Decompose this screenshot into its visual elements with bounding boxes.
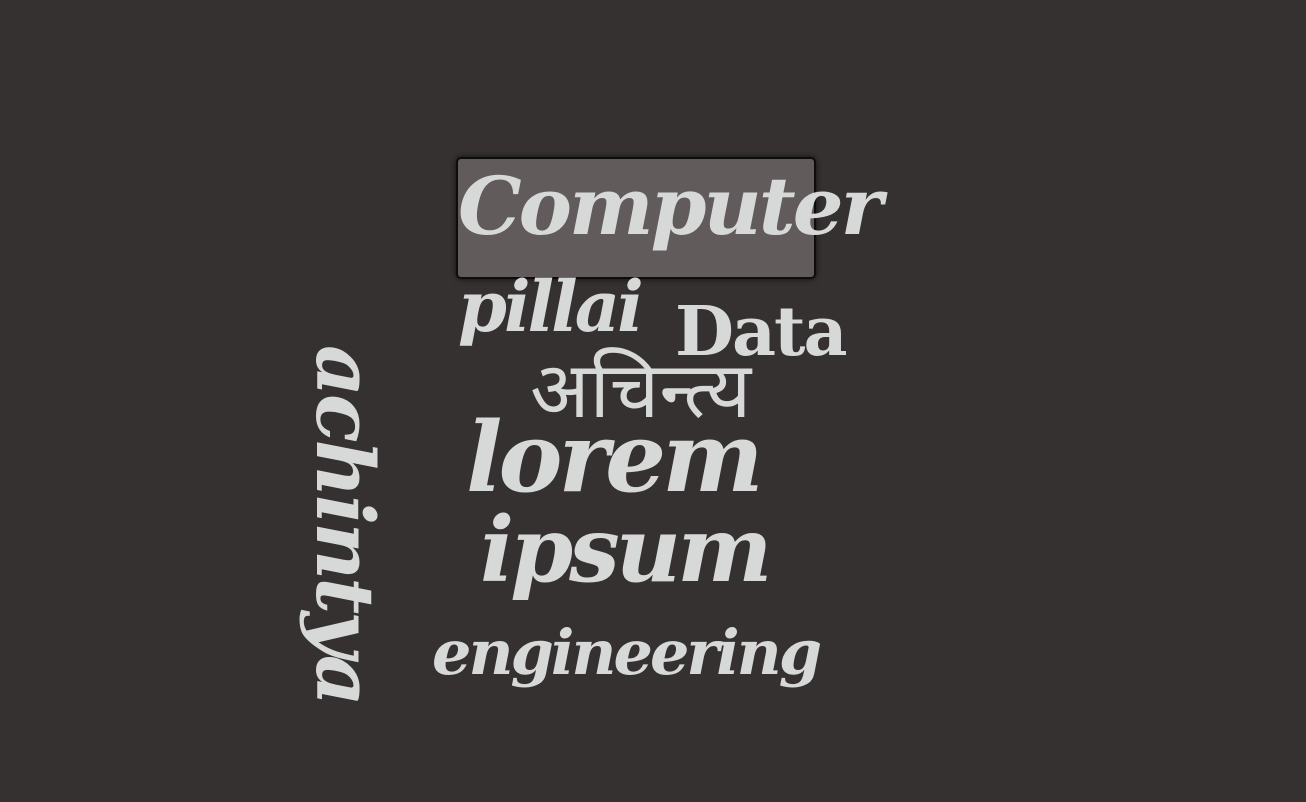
word-lorem[interactable]: lorem bbox=[466, 401, 764, 514]
word-pillai[interactable]: pillai bbox=[458, 265, 644, 348]
hover-highlight bbox=[456, 157, 816, 279]
word-data[interactable]: Data bbox=[675, 292, 847, 372]
word-achintya-devanagari[interactable]: अचिन्त्य bbox=[530, 346, 752, 436]
word-computer[interactable]: Computer bbox=[458, 159, 883, 253]
word-achintya[interactable]: achintya bbox=[298, 345, 392, 704]
word-ipsum[interactable]: ipsum bbox=[480, 497, 772, 603]
word-engineering[interactable]: engineering bbox=[432, 616, 822, 689]
